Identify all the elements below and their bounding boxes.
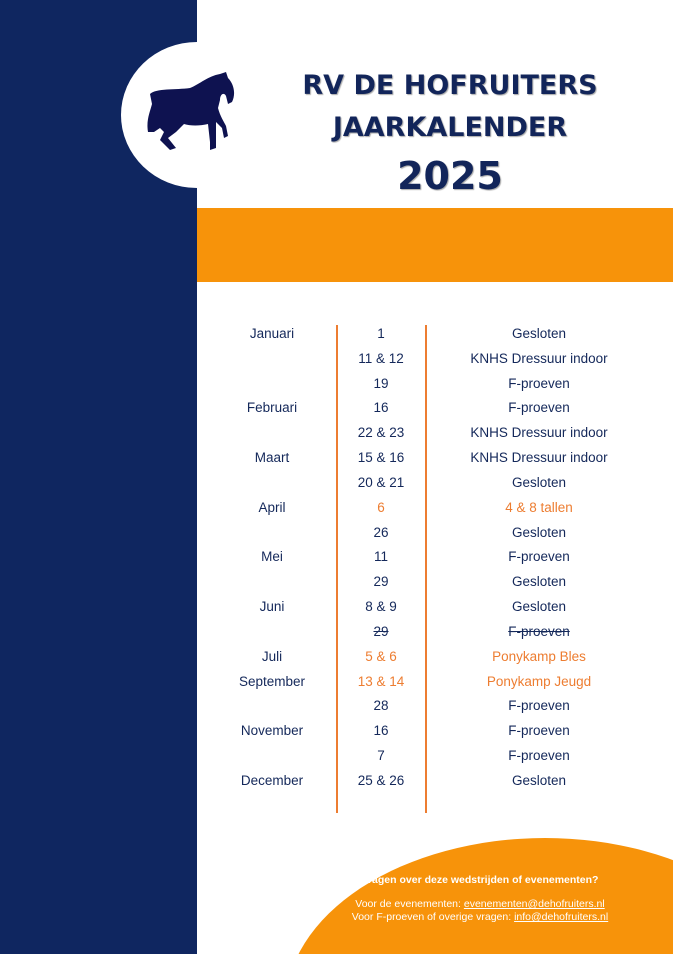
event-cell: F-proeven	[508, 723, 570, 739]
column-divider	[336, 325, 338, 813]
table-row: Februari 16 F-proeven	[0, 400, 673, 420]
month-cell: Februari	[246, 400, 298, 416]
date-cell: 29	[373, 574, 389, 590]
table-row: December 25 & 26 Gesloten	[0, 773, 673, 793]
table-row: 20 & 21 Gesloten	[0, 475, 673, 495]
other-label: Voor F-proeven of overige vragen:	[351, 911, 515, 923]
date-cell: 26	[373, 524, 389, 540]
month-cell: April	[258, 499, 286, 515]
table-row: 28 F-proeven	[0, 698, 673, 718]
footer-question: Vragen over deze wedstrijden of evenemen…	[361, 874, 599, 886]
calendar-title: JAARKALENDER	[332, 112, 568, 143]
events-email-link[interactable]: evenementen@dehofruiters.nl	[463, 898, 605, 910]
table-row: 22 & 23 KNHS Dressuur indoor	[0, 425, 673, 445]
event-cell: Gesloten	[511, 326, 567, 341]
month-cell: Mei	[261, 549, 283, 565]
table-row: Juli 5 & 6 Ponykamp Bles	[0, 649, 673, 669]
table-row: 26 Gesloten	[0, 525, 673, 545]
footer-events-line: Voor de evenementen: evenementen@dehofru…	[290, 898, 670, 910]
event-cell: F-proeven	[508, 698, 570, 714]
event-cell: F-proeven	[508, 400, 570, 416]
event-cell: Gesloten	[511, 524, 567, 540]
table-row: September 13 & 14 Ponykamp Jeugd	[0, 674, 673, 694]
footer-orange-arc	[285, 838, 673, 954]
info-email-link[interactable]: info@dehofruiters.nl	[514, 911, 609, 923]
table-row: 29 F-proeven	[0, 624, 673, 644]
date-cell: 13 & 14	[357, 673, 405, 689]
month-cell: Juli	[261, 648, 283, 664]
orange-banner	[197, 208, 673, 282]
date-cell: 1	[377, 326, 385, 341]
month-cell: Januari	[249, 326, 295, 341]
table-row: April 6 4 & 8 tallen	[0, 500, 673, 520]
date-cell: 5 & 6	[365, 648, 397, 664]
event-cell: F-proeven	[508, 549, 570, 565]
event-cell: KNHS Dressuur indoor	[470, 350, 608, 366]
table-row: 7 F-proeven	[0, 748, 673, 768]
table-row: November 16 F-proeven	[0, 723, 673, 743]
date-cell: 11 & 12	[358, 350, 404, 366]
date-cell: 20 & 21	[357, 474, 405, 490]
table-row: 29 Gesloten	[0, 574, 673, 594]
month-cell: November	[240, 723, 304, 739]
horse-logo-icon	[147, 72, 235, 150]
table-row: Juni 8 & 9 Gesloten	[0, 599, 673, 619]
table-row: Mei 11 F-proeven	[0, 549, 673, 569]
date-cell: 25 & 26	[357, 772, 405, 788]
date-cell: 15 & 16	[357, 450, 405, 466]
month-cell: September	[238, 673, 306, 689]
event-cell: Gesloten	[511, 599, 567, 615]
month-cell: Maart	[254, 450, 290, 466]
date-cell: 16	[373, 723, 389, 739]
date-cell: 8 & 9	[365, 599, 397, 615]
event-cell: Gesloten	[511, 772, 567, 788]
event-cell: Gesloten	[511, 574, 567, 590]
date-cell: 7	[377, 748, 385, 764]
event-cell: F-proeven	[508, 375, 570, 391]
club-name: RV DE HOFRUITERS	[302, 70, 598, 101]
table-row: Maart 15 & 16 KNHS Dressuur indoor	[0, 450, 673, 470]
event-cell: F-proeven	[508, 623, 570, 639]
column-divider	[425, 325, 427, 813]
date-cell: 6	[377, 499, 385, 515]
date-cell: 19	[373, 375, 389, 391]
event-cell: F-proeven	[508, 748, 570, 764]
year-title: 2025	[397, 154, 503, 198]
date-cell: 28	[373, 698, 389, 714]
date-cell: 11	[373, 549, 388, 565]
date-cell: 16	[373, 400, 389, 416]
event-cell: Gesloten	[511, 474, 567, 490]
event-cell: Ponykamp Jeugd	[486, 673, 592, 689]
table-row: 11 & 12 KNHS Dressuur indoor	[0, 351, 673, 371]
event-cell: KNHS Dressuur indoor	[470, 450, 608, 466]
month-cell: Juni	[259, 599, 285, 615]
date-cell: 29	[373, 623, 389, 639]
table-row: Januari 1 Gesloten	[0, 326, 673, 346]
footer-other-line: Voor F-proeven of overige vragen: info@d…	[290, 911, 670, 923]
events-label: Voor de evenementen:	[355, 898, 464, 910]
event-cell: Ponykamp Bles	[492, 648, 586, 664]
event-cell: KNHS Dressuur indoor	[470, 425, 608, 441]
event-cell: 4 & 8 tallen	[505, 499, 573, 515]
date-cell: 22 & 23	[357, 425, 405, 441]
table-row: 19 F-proeven	[0, 376, 673, 396]
month-cell: December	[240, 772, 304, 788]
